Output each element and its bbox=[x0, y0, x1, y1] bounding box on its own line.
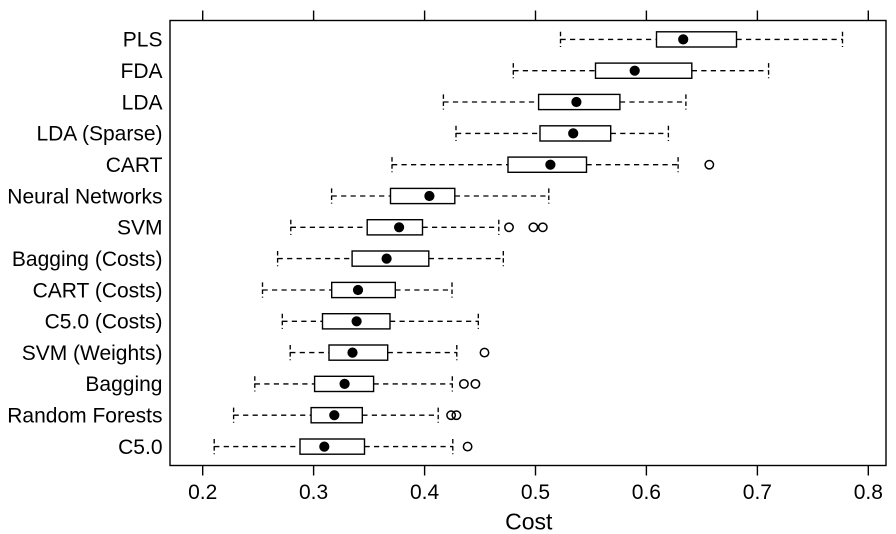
svg-text:0.6: 0.6 bbox=[632, 481, 661, 504]
svg-text:FDA: FDA bbox=[121, 60, 163, 83]
svg-text:Cost: Cost bbox=[505, 509, 553, 534]
svg-text:0.8: 0.8 bbox=[854, 481, 883, 504]
svg-text:Bagging: Bagging bbox=[85, 373, 162, 396]
svg-text:0.5: 0.5 bbox=[521, 481, 550, 504]
svg-text:Neural Networks: Neural Networks bbox=[7, 185, 162, 208]
svg-text:0.7: 0.7 bbox=[743, 481, 772, 504]
svg-text:SVM: SVM bbox=[117, 217, 163, 240]
svg-text:PLS: PLS bbox=[123, 29, 163, 52]
svg-text:C5.0 (Costs): C5.0 (Costs) bbox=[45, 311, 163, 334]
svg-text:LDA (Sparse): LDA (Sparse) bbox=[36, 123, 162, 146]
svg-text:0.4: 0.4 bbox=[410, 481, 440, 504]
svg-text:0.3: 0.3 bbox=[299, 481, 328, 504]
svg-text:CART: CART bbox=[106, 154, 163, 177]
svg-text:CART (Costs): CART (Costs) bbox=[33, 279, 163, 302]
svg-text:0.2: 0.2 bbox=[188, 481, 217, 504]
svg-text:C5.0: C5.0 bbox=[118, 436, 162, 459]
svg-text:Bagging (Costs): Bagging (Costs) bbox=[12, 248, 163, 271]
svg-text:Random Forests: Random Forests bbox=[7, 405, 162, 428]
svg-text:LDA: LDA bbox=[122, 91, 163, 114]
svg-text:SVM (Weights): SVM (Weights) bbox=[22, 342, 163, 365]
